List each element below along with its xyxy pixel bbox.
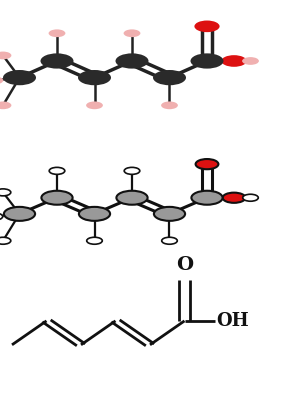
Circle shape — [242, 57, 259, 65]
Circle shape — [161, 102, 178, 109]
Circle shape — [191, 191, 223, 205]
Circle shape — [153, 70, 186, 85]
Circle shape — [78, 70, 111, 85]
Circle shape — [116, 191, 148, 205]
Circle shape — [243, 194, 258, 201]
Circle shape — [4, 207, 35, 221]
Text: OH: OH — [216, 312, 249, 330]
Circle shape — [221, 55, 247, 67]
Circle shape — [0, 237, 11, 244]
Circle shape — [154, 207, 185, 221]
Circle shape — [41, 191, 73, 205]
Circle shape — [79, 207, 110, 221]
Circle shape — [0, 213, 3, 220]
Circle shape — [190, 53, 224, 68]
Circle shape — [194, 21, 220, 32]
Circle shape — [40, 53, 74, 68]
Circle shape — [49, 167, 65, 174]
Text: O: O — [176, 256, 193, 274]
Circle shape — [124, 167, 140, 174]
Circle shape — [3, 70, 36, 85]
Circle shape — [86, 102, 103, 109]
Circle shape — [162, 237, 177, 244]
Circle shape — [87, 237, 102, 244]
Text: alamy - HWXKGT: alamy - HWXKGT — [106, 402, 194, 411]
Circle shape — [196, 159, 218, 169]
Circle shape — [0, 52, 11, 59]
Circle shape — [0, 102, 11, 109]
Circle shape — [223, 193, 245, 203]
Circle shape — [124, 29, 140, 37]
Circle shape — [116, 53, 148, 68]
Circle shape — [0, 76, 3, 84]
Circle shape — [49, 29, 65, 37]
Circle shape — [0, 189, 11, 196]
